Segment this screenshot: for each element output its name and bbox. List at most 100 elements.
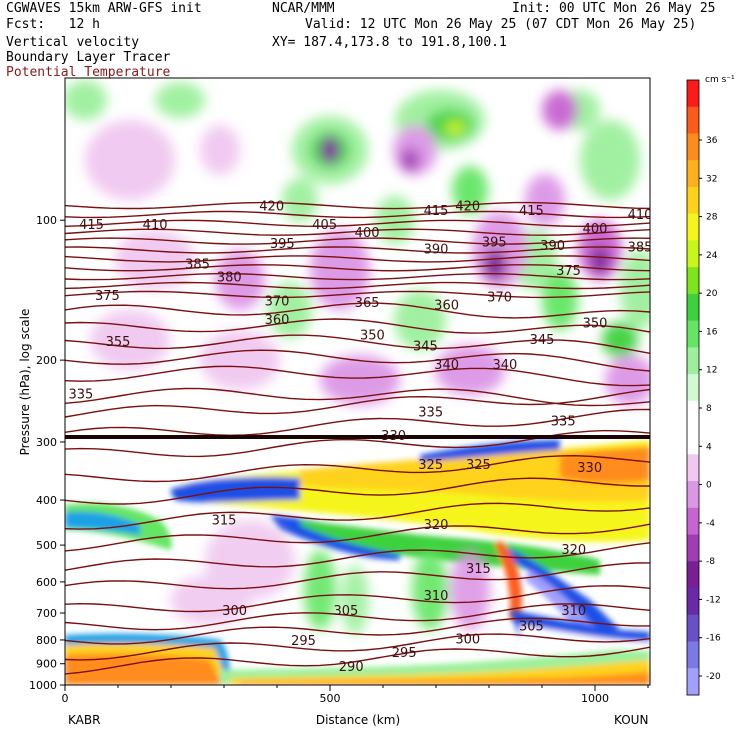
theta-contour-line (65, 477, 650, 505)
model-name: CGWAVES 15km ARW-GFS init (6, 1, 202, 16)
colorbar-tick-label: 8 (706, 404, 712, 414)
y-tick-label: 500 (36, 539, 57, 552)
plot-frame (64, 77, 651, 686)
theta-contour-line (65, 264, 650, 272)
theta-contour-line (65, 318, 650, 334)
x-tick-label: 1000 (581, 692, 609, 705)
theta-contour-label: 315 (466, 562, 491, 577)
theta-contour-line (65, 603, 650, 631)
theta-contour-line (65, 334, 650, 354)
init-time: Init: 00 UTC Mon 26 May 25 (512, 1, 716, 16)
theta-contour-line (65, 228, 650, 236)
theta-contour-line (65, 502, 650, 530)
theta-contour-label: 340 (434, 358, 459, 373)
theta-contour-line (65, 646, 650, 675)
theta-contour-line (65, 617, 650, 645)
theta-contour-label: 415 (79, 218, 104, 233)
y-tick-label: 700 (36, 607, 57, 620)
theta-contour-label: 305 (333, 604, 358, 619)
theta-contour-label: 375 (556, 264, 581, 279)
colorbar-tick-label: -12 (706, 595, 721, 605)
colorbar-swatch (687, 267, 699, 295)
colorbar-swatch (687, 481, 699, 509)
colorbar-frame (686, 79, 700, 696)
theta-contour-label: 380 (217, 270, 242, 285)
boundary-layer-field (65, 610, 650, 685)
theta-contour-line (65, 349, 650, 372)
mid-level-updrafts (170, 520, 490, 635)
colorbar-tick-label: 32 (706, 174, 717, 184)
theta-contour-line (65, 454, 650, 483)
y-tick-label: 600 (36, 576, 57, 589)
theta-contour-label: 330 (381, 429, 406, 444)
theta-contour-label: 360 (265, 313, 290, 328)
theta-contour-label: 320 (561, 543, 586, 558)
colorbar-tick-label: -16 (706, 634, 721, 644)
theta-contour-line (65, 219, 650, 228)
theta-contour-line (65, 542, 650, 571)
colorbar-swatch (687, 507, 699, 536)
pressure-axis: 100 200 300 400 500 600 700 800 900 1000 (29, 214, 65, 692)
plot-area: 415 410 420 405 400 395 415 420 415 410 400 385 390 3… (65, 78, 650, 685)
colorbar-swatch (687, 213, 699, 241)
theta-contour-label: 345 (413, 339, 438, 354)
theta-contour-line (65, 562, 650, 590)
y-tick-label: 1000 (29, 679, 57, 692)
theta-contour-line (65, 290, 650, 299)
theta-contour-label: 340 (492, 358, 517, 373)
theta-contour-line (65, 255, 650, 263)
theta-contour-line (65, 408, 650, 437)
y-tick-label: 900 (36, 658, 57, 671)
colorbar-swatch (687, 240, 699, 268)
colorbar-swatch (687, 347, 699, 375)
forecast-hour: Fcst: 12 h (6, 17, 100, 32)
theta-contour-label: 420 (259, 200, 284, 215)
theta-contour-line (65, 365, 650, 387)
colorbar-tick-label: -20 (706, 672, 721, 682)
colorbar-swatch (687, 293, 699, 322)
theta-contour-label: 300 (222, 604, 247, 619)
field-potential-temperature: Potential Temperature (6, 65, 171, 80)
left-endpoint-label: KABR (68, 713, 100, 727)
colorbar-swatch (687, 561, 699, 589)
colorbar-swatch (687, 374, 699, 402)
valid-time: Valid: 12 UTC Mon 26 May 25 (07 CDT Mon … (305, 17, 697, 32)
theta-contour-label: 370 (265, 295, 290, 310)
theta-contour-label: 415 (424, 204, 449, 219)
colorbar-tick-label: 20 (706, 289, 718, 299)
cross-section-endpoints: XY= 187.4,173.8 to 191.8,100.1 (272, 35, 507, 50)
theta-contour-label: 405 (312, 218, 337, 233)
theta-contour-label: 320 (424, 518, 449, 533)
theta-contour-label: 295 (392, 646, 417, 661)
colorbar-swatch (687, 427, 699, 455)
upper-wave-field (65, 80, 650, 405)
theta-contour-line (65, 201, 650, 210)
colorbar-swatch (687, 80, 699, 108)
colorbar-swatch (687, 641, 699, 669)
colorbar-tick-label: 28 (706, 213, 718, 223)
theta-contour-label: 395 (270, 237, 295, 252)
theta-contour-line (65, 246, 650, 254)
x-axis-label: Distance (km) (316, 713, 400, 727)
colorbar-tick-label: 4 (706, 442, 712, 452)
x-tick-label: 500 (320, 692, 341, 705)
colorbar-tick-label: 16 (706, 327, 718, 337)
theta-contour-label: 385 (185, 258, 210, 273)
colorbar-swatch (687, 320, 699, 348)
field-vertical-velocity: Vertical velocity (6, 35, 140, 50)
colorbar-swatch (687, 106, 699, 134)
colorbar-tick-label: 12 (706, 366, 717, 376)
theta-contour-label: 365 (355, 296, 380, 311)
theta-contour-label: 395 (482, 235, 507, 250)
theta-contour-label: 305 (519, 620, 544, 635)
theta-contour-label: 370 (487, 291, 512, 306)
theta-contour-line (65, 523, 650, 552)
colorbar-swatch (687, 400, 699, 429)
theta-contour-line (65, 281, 650, 290)
colorbar-tick-label: -4 (706, 519, 715, 529)
colorbar-tick-label: 36 (706, 136, 718, 146)
colorbar-tick-label: 0 (706, 481, 712, 491)
theta-contour-label: 345 (530, 333, 555, 348)
y-tick-label: 200 (36, 354, 57, 367)
